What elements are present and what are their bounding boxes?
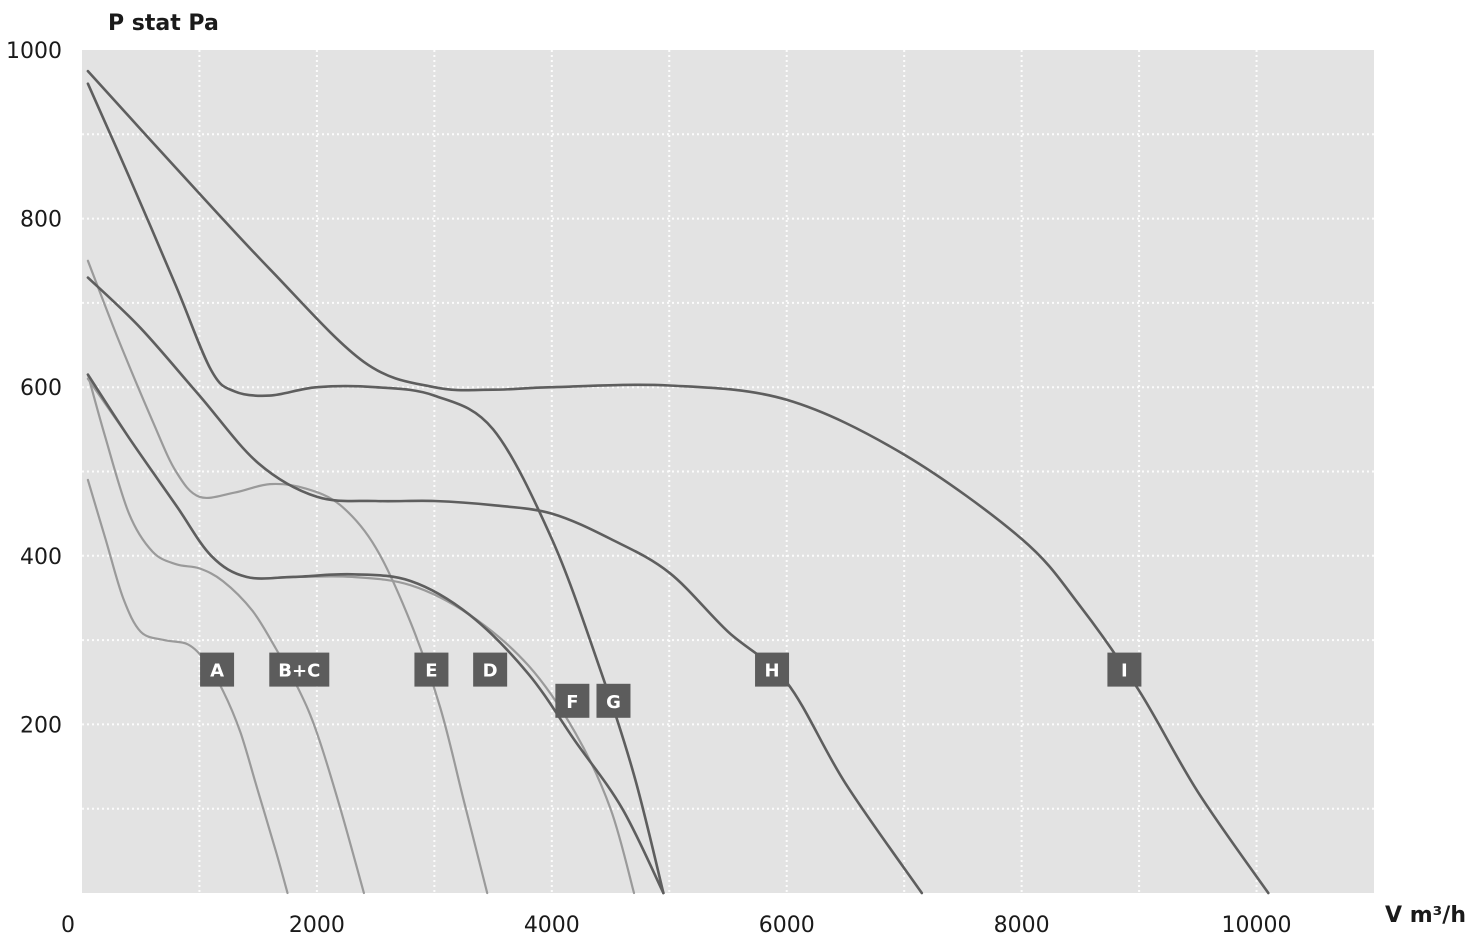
y-tick-label: 1000	[6, 39, 62, 64]
x-tick-label: 10000	[1222, 913, 1292, 938]
curve-label-b-c: B+C	[269, 652, 330, 687]
y-axis-title: P stat Pa	[108, 11, 219, 36]
curve-label-text: E	[425, 661, 437, 682]
curve-label-a: A	[200, 652, 235, 687]
x-tick-label: 6000	[759, 913, 815, 938]
grid-lines	[82, 50, 1374, 893]
curve-label-e: E	[414, 652, 449, 687]
curve-label-text: I	[1121, 661, 1128, 682]
curve-label-d: D	[473, 652, 508, 687]
curve-g	[86, 82, 665, 895]
y-tick-label: 600	[20, 376, 62, 401]
curve-label-box	[555, 683, 590, 718]
curve-label-text: B+C	[278, 661, 320, 682]
curve-label-i: I	[1107, 652, 1142, 687]
curve-label-h: H	[755, 652, 790, 687]
curve-f	[86, 373, 665, 895]
x-tick-label: 2000	[289, 913, 345, 938]
curve-label-box	[1107, 652, 1142, 687]
curve-label-box	[200, 652, 235, 687]
tick-labels: 0 2000 4000 6000 8000 10000 200 400 600 800 1000	[6, 39, 1292, 938]
x-tick-label: 0	[61, 913, 75, 938]
y-tick-label: 200	[20, 713, 62, 738]
x-tick-label: 4000	[524, 913, 580, 938]
curve-label-text: H	[765, 661, 780, 682]
curve-label-g: G	[596, 683, 631, 718]
curve-label-text: D	[483, 661, 498, 682]
curve-labels: A B+C E D F G H I	[200, 652, 1142, 718]
curve-label-box	[596, 683, 631, 718]
curve-label-box	[473, 652, 508, 687]
y-tick-label: 400	[20, 545, 62, 570]
curve-label-box	[269, 652, 330, 687]
curve-a	[86, 478, 289, 895]
y-tick-label: 800	[20, 208, 62, 233]
curve-label-text: F	[566, 692, 578, 713]
curve-label-box	[414, 652, 449, 687]
curve-e	[86, 259, 489, 895]
x-tick-label: 8000	[994, 913, 1050, 938]
curve-label-text: G	[606, 692, 621, 713]
curve-label-f: F	[555, 683, 590, 718]
x-axis-title: V m³/h	[1385, 903, 1466, 928]
curve-label-text: A	[210, 661, 224, 682]
curve-b-c	[86, 373, 365, 895]
curve-label-box	[755, 652, 790, 687]
